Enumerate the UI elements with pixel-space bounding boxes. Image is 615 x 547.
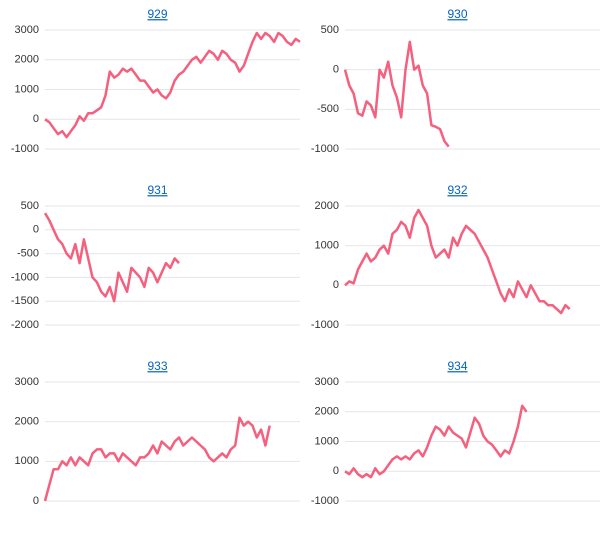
y-tick-label: -1000 xyxy=(11,271,39,283)
y-tick-label: 0 xyxy=(333,279,339,291)
y-tick-label: 0 xyxy=(33,113,39,125)
y-tick-label: 500 xyxy=(21,200,39,212)
y-tick-label: 0 xyxy=(33,495,39,507)
data-line xyxy=(43,212,180,303)
y-tick-label: -1000 xyxy=(311,319,339,331)
chart-title[interactable]: 934 xyxy=(447,359,467,373)
data-line xyxy=(344,404,528,479)
y-tick-label: 1000 xyxy=(15,455,39,467)
data-line xyxy=(343,40,450,148)
y-tick-label: 0 xyxy=(333,465,339,477)
chart-title[interactable]: 929 xyxy=(147,7,167,21)
y-tick-label: 3000 xyxy=(15,376,39,388)
data-line xyxy=(344,208,571,315)
y-tick-label: -2000 xyxy=(11,319,39,331)
y-tick-label: 2000 xyxy=(15,416,39,428)
y-tick-label: -1000 xyxy=(311,495,339,507)
chart-title[interactable]: 931 xyxy=(147,183,167,197)
y-tick-label: -1000 xyxy=(11,143,39,155)
y-tick-label: 2000 xyxy=(315,200,339,212)
y-tick-label: 3000 xyxy=(15,24,39,36)
data-line xyxy=(43,416,271,502)
y-tick-label: -500 xyxy=(17,248,39,260)
y-tick-label: 1000 xyxy=(315,435,339,447)
data-line xyxy=(44,31,301,139)
y-tick-label: 3000 xyxy=(315,376,339,388)
y-tick-label: -1500 xyxy=(11,295,39,307)
y-tick-label: 2000 xyxy=(15,54,39,66)
chart-title[interactable]: 930 xyxy=(447,7,467,21)
y-tick-label: 0 xyxy=(333,64,339,76)
y-tick-label: 1000 xyxy=(315,240,339,252)
y-tick-label: -500 xyxy=(317,103,339,115)
y-tick-label: 2000 xyxy=(315,406,339,418)
y-tick-label: 500 xyxy=(321,24,339,36)
chart-title[interactable]: 932 xyxy=(447,183,467,197)
y-tick-label: 1000 xyxy=(15,83,39,95)
chart-title[interactable]: 933 xyxy=(147,359,167,373)
y-tick-label: -1000 xyxy=(311,143,339,155)
y-tick-label: 0 xyxy=(33,224,39,236)
